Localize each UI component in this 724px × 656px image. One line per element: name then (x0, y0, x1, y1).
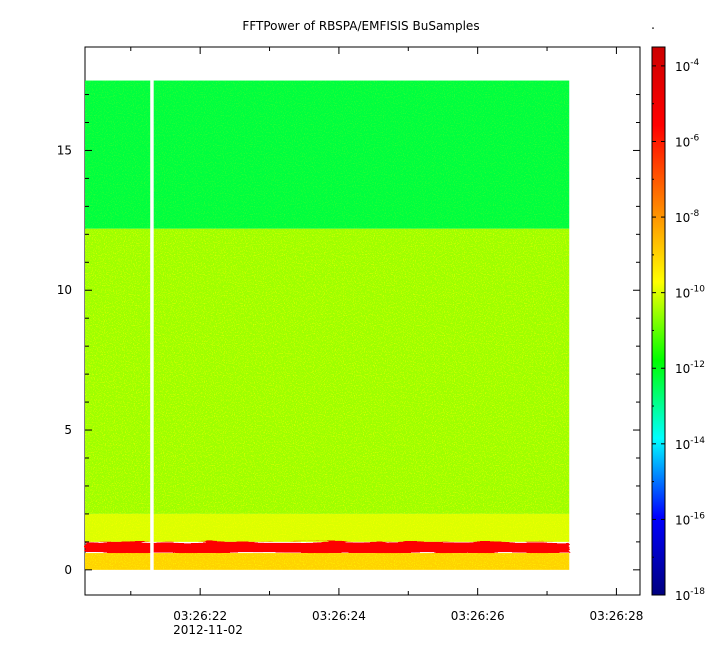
spectrogram-band-1-noise (85, 228, 570, 514)
x-tick-label: 03:26:24 (312, 609, 366, 623)
spectrogram-band-0-noise (85, 80, 570, 229)
y-tick-label: 0 (64, 563, 72, 577)
data-gap (150, 79, 154, 571)
colorbar-ticks: 10-4 10-6 10-8 10-10 10-12 10-14 10-16 10-18 (652, 27, 705, 603)
y-tick-label: 10 (57, 283, 72, 297)
y-tick-label: 15 (57, 143, 72, 157)
colorbar-tick-label: 10-12 (675, 360, 705, 376)
colorbar-tick-label: 10-16 (675, 511, 705, 527)
spectrogram-image (85, 79, 570, 571)
colorbar-gradient (651, 46, 666, 596)
colorbar-tick-label: 10-14 (675, 436, 705, 452)
colorbar-tick-label: 10-4 (675, 58, 700, 74)
colorbar-tick-label: 10-6 (675, 133, 700, 149)
x-tick-label: 03:26:28 (589, 609, 643, 623)
axes: 03:26:22 03:26:24 03:26:26 03:26:28 0 5 10 15 (57, 47, 643, 623)
x-tick-label: 03:26:22 (173, 609, 227, 623)
chart-title: FFTPower of RBSPA/EMFISIS BuSamples (242, 19, 479, 33)
spectrogram-band-2-noise (85, 513, 570, 542)
colorbar-tick-label: 10-8 (675, 209, 700, 225)
colorbar-tick-label: 10-18 (675, 587, 705, 603)
colorbar: 10-4 10-6 10-8 10-10 10-12 10-14 10-16 10-18 (651, 27, 705, 603)
x-date-label: 2012-11-02 (173, 623, 243, 637)
spectrogram-band-3 (85, 541, 570, 554)
colorbar-tick-label: 10-10 (675, 285, 705, 301)
x-tick-label: 03:26:26 (451, 609, 505, 623)
spectrogram-band-4-noise (85, 553, 570, 570)
y-tick-label: 5 (64, 423, 72, 437)
